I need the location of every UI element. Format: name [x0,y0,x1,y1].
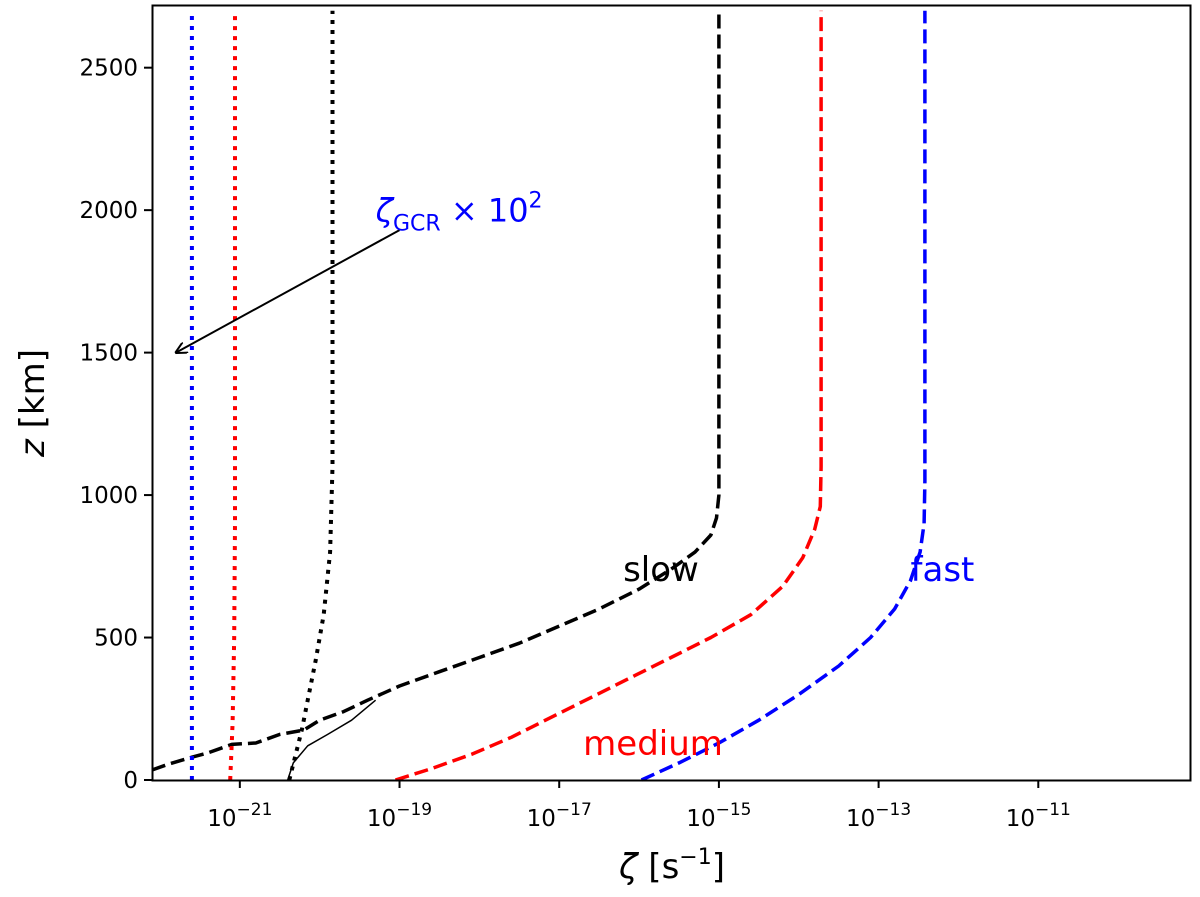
series-slow-thin [286,699,377,781]
x-tick-label-4: 10−13 [846,800,911,832]
y-tick-label-0: 0 [123,768,138,794]
series-slow-dotted [287,10,335,781]
series-label-fast: fast [911,550,975,590]
y-tick-label-1000: 1000 [79,483,138,509]
y-tick-label-500: 500 [94,626,138,652]
x-axis-title: ζ [s−1] [618,845,725,887]
y-axis-title: z [km] [13,349,53,458]
annotation-arrow [176,229,401,353]
x-tick-label-1: 10−19 [367,800,432,832]
series-medium-dotted [228,10,237,781]
x-tick-label-3: 10−15 [686,800,751,832]
plot-frame [151,4,1192,782]
series-slow [151,10,721,772]
series-label-slow: slow [623,550,699,590]
annotation-gcr: ζGCR × 102 [375,189,543,237]
series-medium [394,10,823,782]
series-fast [640,10,927,782]
x-tick-label-5: 10−11 [1006,800,1071,832]
x-tick-label-2: 10−17 [527,800,592,832]
series-label-medium: medium [583,724,723,764]
y-tick-label-2000: 2000 [79,198,138,224]
y-tick-label-1500: 1500 [79,341,138,367]
x-tick-label-0: 10−21 [207,800,272,832]
y-tick-label-2500: 2500 [79,56,138,82]
